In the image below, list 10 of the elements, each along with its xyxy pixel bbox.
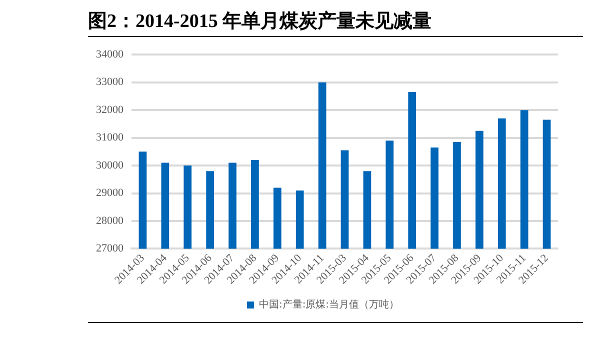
y-tick-label: 28000 xyxy=(96,214,124,227)
y-tick-label: 30000 xyxy=(96,159,124,172)
y-tick-label: 32000 xyxy=(96,104,124,116)
y-tick-label: 31000 xyxy=(96,132,124,144)
chart-title: 图2：2014-2015 年单月煤炭产量未见减量 xyxy=(88,10,432,34)
y-tick-label: 27000 xyxy=(96,242,124,255)
y-tick-label: 33000 xyxy=(96,76,124,88)
legend-label: 中国:产量:原煤:当月值（万吨） xyxy=(258,298,400,311)
y-tick-label: 29000 xyxy=(96,187,124,200)
y-tick-label: 34000 xyxy=(96,48,124,60)
